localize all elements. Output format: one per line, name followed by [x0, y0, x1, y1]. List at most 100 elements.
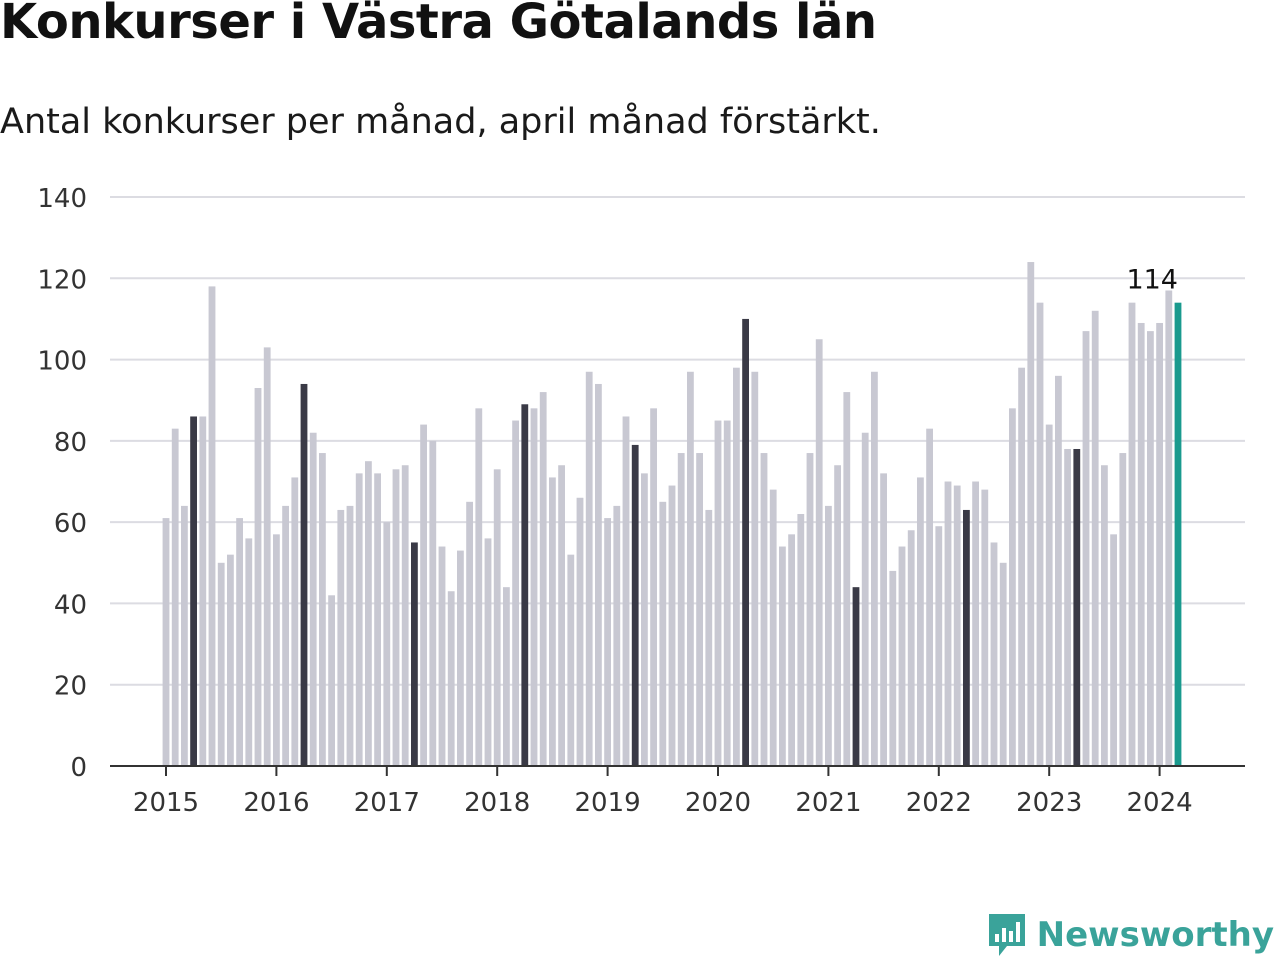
- bar: [972, 481, 979, 766]
- bar: [797, 514, 805, 766]
- bar: [1128, 302, 1136, 766]
- bar: [696, 453, 703, 766]
- bar: [346, 505, 354, 766]
- bar: [227, 554, 234, 766]
- bar: [981, 489, 989, 766]
- y-tick-label: 80: [54, 428, 87, 458]
- y-tick-label: 20: [54, 672, 87, 702]
- bar-april: [852, 587, 860, 766]
- x-tick-label: 2022: [906, 788, 972, 818]
- bar: [843, 392, 851, 766]
- x-tick-label: 2024: [1127, 788, 1193, 818]
- bar: [217, 562, 225, 766]
- bar: [429, 440, 437, 766]
- bar: [208, 286, 216, 766]
- bar: [889, 570, 897, 766]
- bar: [1036, 302, 1044, 766]
- bar: [457, 550, 464, 766]
- bar: [751, 371, 759, 766]
- bar: [236, 518, 243, 766]
- chart-subtitle: Antal konkurser per månad, april månad f…: [0, 102, 881, 142]
- bar: [1045, 424, 1053, 766]
- bar: [687, 371, 694, 766]
- chart-title: Konkurser i Västra Götalands län: [0, 0, 877, 50]
- bar: [898, 546, 906, 766]
- y-tick-label: 60: [54, 509, 87, 539]
- bar: [245, 538, 253, 766]
- bar: [181, 505, 188, 766]
- bar: [769, 489, 777, 766]
- bar: [935, 526, 943, 766]
- x-tick-label: 2015: [133, 788, 199, 818]
- x-tick-label: 2016: [243, 788, 309, 818]
- bar: [1064, 448, 1071, 766]
- bar: [365, 461, 372, 766]
- bar: [374, 473, 381, 766]
- bar: [733, 367, 740, 766]
- bar: [650, 408, 657, 766]
- y-tick-label: 140: [37, 184, 87, 214]
- bar: [1156, 322, 1163, 766]
- bar: [990, 542, 998, 766]
- bar: [263, 347, 271, 766]
- bar: [392, 469, 400, 766]
- bar: [171, 428, 179, 766]
- bar: [999, 562, 1007, 766]
- bar: [549, 477, 556, 766]
- bar: [539, 392, 547, 766]
- bar: [825, 505, 832, 766]
- bar: [328, 595, 335, 766]
- bar: [1119, 453, 1127, 766]
- bar: [705, 509, 713, 766]
- bar: [309, 432, 317, 766]
- bar: [806, 453, 814, 766]
- bar: [585, 371, 593, 766]
- bar: [641, 473, 648, 766]
- bar: [576, 497, 584, 766]
- bar: [466, 501, 473, 766]
- y-tick-label: 40: [54, 590, 87, 620]
- bar-april: [411, 542, 418, 766]
- bar: [484, 538, 492, 766]
- bar: [944, 481, 952, 766]
- bar: [1165, 290, 1173, 766]
- bar: [861, 432, 869, 766]
- bar: [291, 477, 299, 766]
- bar: [1147, 331, 1154, 766]
- bar: [1055, 375, 1062, 766]
- bar: [926, 428, 933, 766]
- bar: [1137, 322, 1145, 766]
- bar-april: [631, 444, 639, 766]
- bar: [319, 453, 326, 766]
- x-tick-label: 2018: [464, 788, 530, 818]
- bar: [788, 534, 795, 766]
- bar: [760, 453, 768, 766]
- bar-april: [190, 416, 197, 766]
- bar: [1091, 310, 1099, 766]
- bar: [659, 501, 667, 766]
- bar: [953, 485, 961, 766]
- bar: [595, 383, 602, 766]
- bar: [917, 477, 924, 766]
- bar-chart-speech-bubble-icon: [988, 914, 1025, 956]
- bar: [567, 554, 575, 766]
- bar: [880, 473, 887, 766]
- bar: [558, 465, 565, 766]
- brand-name: Newsworthy: [1036, 915, 1274, 955]
- bar: [714, 420, 722, 766]
- bar: [273, 534, 280, 766]
- bar: [723, 420, 731, 766]
- bar-april: [300, 383, 308, 766]
- x-tick-label: 2019: [575, 788, 641, 818]
- bar: [622, 416, 630, 766]
- bar-april: [963, 509, 970, 766]
- bar: [907, 530, 915, 766]
- bar: [604, 518, 611, 766]
- bar: [613, 505, 621, 766]
- bar: [493, 469, 501, 766]
- bar: [1018, 367, 1025, 766]
- bar: [815, 339, 823, 766]
- x-tick-label: 2020: [685, 788, 751, 818]
- bar: [530, 408, 538, 766]
- bar-latest: [1174, 302, 1182, 766]
